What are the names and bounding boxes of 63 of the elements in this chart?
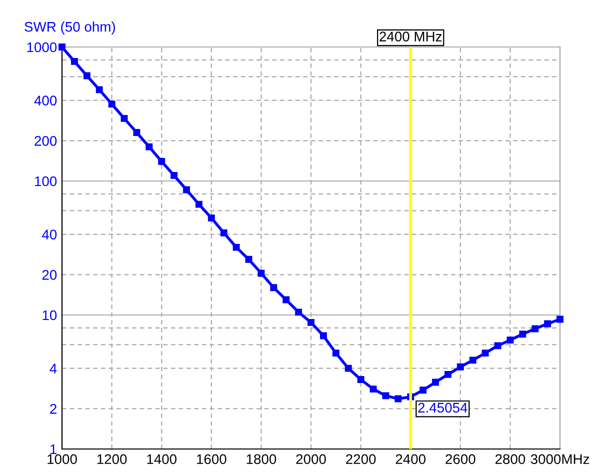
point [232,244,240,251]
y-tick-label: 100 [35,176,57,186]
point [295,308,302,316]
point [519,330,526,338]
point [96,86,103,94]
point [320,332,327,340]
y-tick-label: 1000 [27,42,57,52]
point [394,395,402,402]
x-tick-label: 1200 [97,454,127,464]
point [208,214,215,222]
point [494,342,502,350]
point [308,318,314,326]
point [432,378,439,386]
y-tick-label: 40 [42,230,57,240]
point [382,392,390,400]
point [532,325,539,332]
x-tick-label: 1400 [147,454,177,464]
ref-line-label: 2400 MHz [380,32,442,42]
point [245,256,252,263]
point [544,320,552,328]
x-tick-label: 3000MHz [530,454,590,464]
point [58,44,66,50]
x-tick-label: 1800 [246,454,276,464]
point [482,350,489,357]
y-tick-label: 10 [42,310,57,320]
y-tick-label: 200 [34,136,57,146]
point [357,376,364,383]
point [344,364,352,372]
x-tick-label: 1600 [197,454,226,464]
point [158,158,166,165]
x-tick-label: 2400 [396,454,426,464]
y-tick-label: 2 [50,404,56,414]
y-tick-label: 1 [50,444,56,454]
point [370,386,377,393]
point [120,114,128,122]
point [195,200,202,208]
point [506,336,514,344]
point [183,186,190,194]
point [83,72,90,80]
point [146,143,153,150]
point [456,363,464,370]
point [420,386,427,394]
point [282,296,290,304]
point [469,356,476,364]
x-tick-label: 2000 [296,454,326,464]
x-tick-label: 2200 [346,454,376,464]
point [220,229,228,236]
x-tick-label: 2600 [446,454,476,464]
y-tick-label: 400 [34,96,57,106]
point [170,172,178,179]
annotation: 2.45054 [418,402,468,413]
point [133,129,140,136]
point [332,350,340,357]
point [270,284,278,292]
point [258,270,265,277]
y-tick-label: 20 [42,270,57,280]
point [556,316,564,323]
y-axis-title: SWR (50 ohm) [24,22,115,34]
y-tick-label: 4 [50,364,57,374]
point [70,58,78,65]
point [444,370,452,378]
x-tick-label: 2800 [495,454,526,464]
point [108,100,116,108]
